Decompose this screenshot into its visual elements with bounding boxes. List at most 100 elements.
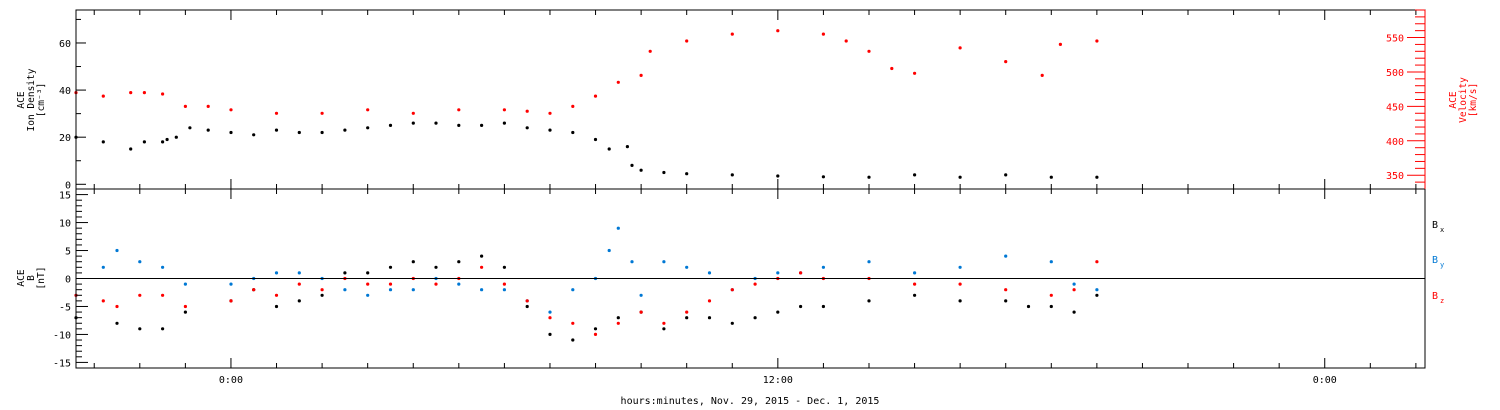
bz-point-26 [685,310,689,314]
velocity-point-10 [366,108,370,112]
velocity-point-14 [525,109,529,113]
bz-point-2 [115,304,119,309]
bz-point-19 [525,299,529,303]
bx-point-31 [821,304,826,309]
bx-point-28 [753,316,757,320]
by-point-6 [229,282,233,286]
bz-point-12 [366,282,370,286]
density-point-29 [639,168,643,172]
bx-point-29 [776,310,780,314]
density-point-34 [821,175,826,179]
bx-point-35 [1004,299,1008,303]
density-point-7 [188,126,192,130]
by-point-27 [662,260,666,264]
by-point-38 [1004,254,1008,258]
velocity-point-13 [502,108,506,112]
density-point-3 [142,140,146,144]
bx-point-2 [138,327,142,331]
bz-point-1 [101,299,105,303]
velocity-tick-label-400: 400 [1386,137,1404,148]
bz-point-39 [1095,260,1099,264]
b-axis-label-line-1: B [26,275,37,281]
bz-point-3 [138,293,142,297]
bz-point-22 [593,332,598,336]
density-point-26 [607,147,611,151]
density-point-25 [593,137,598,142]
by-point-11 [343,288,347,292]
bx-point-14 [434,265,438,269]
velocity-tick-label-550: 550 [1386,34,1404,45]
by-point-25 [630,260,634,264]
velocity-point-4 [161,92,165,96]
bx-point-22 [616,316,620,320]
by-point-35 [867,260,871,264]
velocity-point-3 [142,91,146,95]
velocity-point-31 [1040,73,1044,77]
by-point-23 [607,248,611,253]
bx-point-39 [1095,293,1099,297]
bx-point-3 [161,327,165,331]
density-point-9 [229,130,233,135]
bz-point-27 [707,299,712,303]
legend-by-sub: y [1440,261,1444,269]
bz-point-5 [183,304,187,309]
bx-point-36 [1026,304,1031,309]
bz-point-17 [480,265,484,269]
density-point-19 [457,123,461,127]
velocity-point-28 [913,71,917,75]
bx-point-4 [183,310,187,314]
velocity-point-17 [593,94,598,98]
by-point-36 [913,271,917,275]
bz-point-25 [662,321,666,325]
bx-point-34 [958,299,962,303]
by-point-17 [480,288,484,292]
by-point-4 [161,265,165,269]
bz-point-10 [320,288,324,292]
density-point-2 [129,147,133,151]
by-point-29 [707,271,712,275]
density-axis-label-line-2: [cm⁻³] [36,83,47,117]
axes: 0:00 12:00 0:00 0 20 40 60 350 400 450 500 550 -15 -1… [53,9,1426,386]
density-axis-label-line-0: ACE [16,91,27,108]
bx-point-11 [366,271,370,275]
by-point-2 [115,248,119,253]
b-axis-label-line-0: ACE [16,269,27,286]
bz-point-35 [958,282,962,286]
bx-point-12 [388,265,393,269]
by-point-18 [502,288,506,292]
by-point-28 [685,265,689,269]
bx-point-16 [480,254,484,258]
density-point-28 [630,163,634,167]
density-point-10 [252,133,256,137]
by-point-16 [457,282,461,286]
density-point-20 [480,123,484,127]
velocity-point-26 [867,49,871,53]
by-point-14 [411,288,415,292]
legend-by: B [1432,255,1438,266]
velocity-tick-label-350: 350 [1386,171,1404,182]
density-axis-label: ACE Ion Density [cm⁻³] [16,68,47,131]
bz-point-29 [753,282,757,286]
velocity-point-27 [890,66,894,71]
bz-point-24 [639,310,643,314]
bz-point-36 [1004,288,1008,292]
velocity-point-29 [958,46,962,50]
bx-point-7 [274,304,279,309]
density-point-1 [101,140,105,144]
velocity-point-20 [648,49,652,53]
bz-point-34 [913,282,917,286]
density-point-6 [174,135,178,139]
bz-point-6 [229,299,233,303]
density-point-38 [1004,173,1008,177]
bx-point-18 [525,304,529,309]
velocity-point-11 [411,111,415,115]
bz-point-13 [388,282,393,286]
b-tick-label-1: -10 [53,330,71,341]
velocity-point-32 [1058,42,1062,47]
b-tick-label-6: 15 [59,191,71,202]
velocity-point-16 [571,104,575,108]
density-point-4 [161,140,165,144]
by-point-26 [639,293,643,297]
